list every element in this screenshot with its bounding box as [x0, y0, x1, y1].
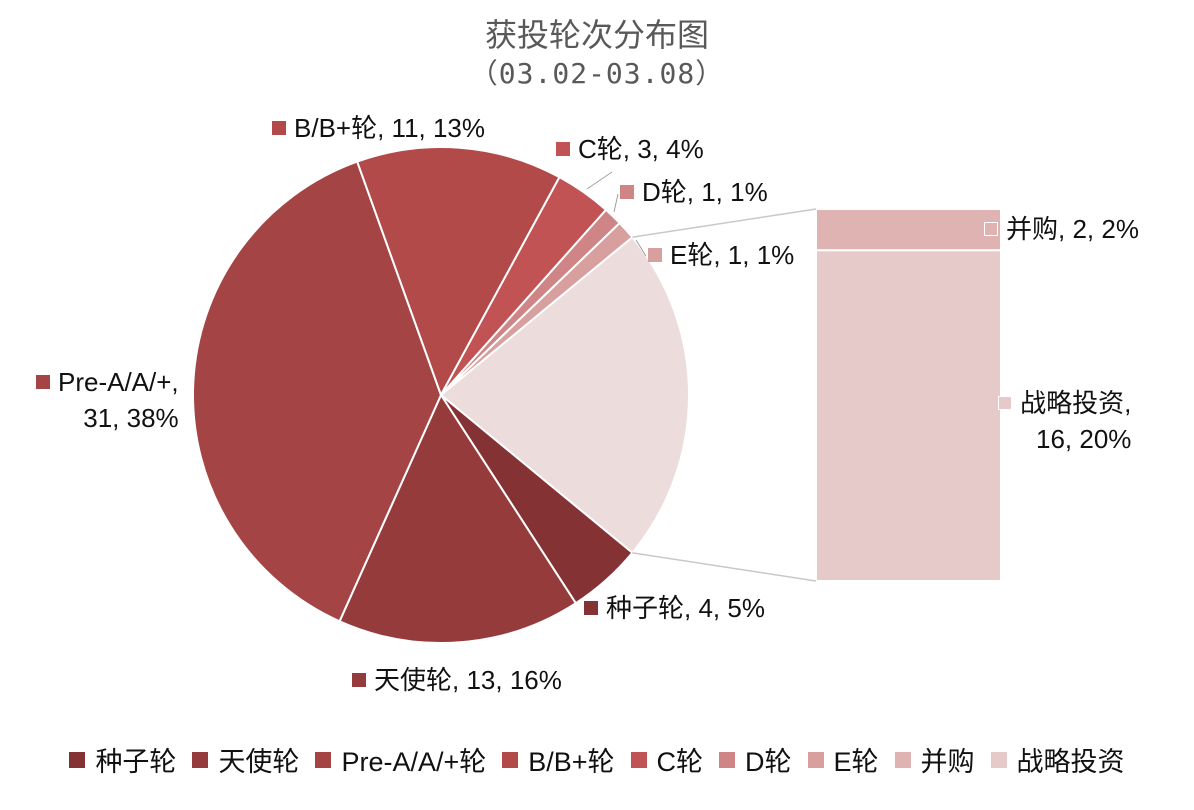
legend: 种子轮 天使轮 Pre-A/A/+轮 B/B+轮 C轮 D轮 E轮 并购 战略投… — [0, 740, 1194, 779]
legend-swatch — [807, 751, 824, 768]
leader-line-d — [613, 193, 619, 213]
label-swatch — [584, 601, 598, 616]
data-label-strategic: 战略投资, 16, 20% — [998, 385, 1131, 457]
data-label-b: B/B+轮, 11, 13% — [272, 110, 485, 146]
legend-swatch — [315, 751, 332, 768]
label-swatch — [352, 673, 366, 688]
data-label-ma: 并购, 2, 2% — [984, 211, 1139, 247]
connector-line-bottom — [632, 552, 817, 582]
data-label-c: C轮, 3, 4% — [556, 131, 704, 167]
label-swatch — [648, 248, 662, 263]
legend-item: 种子轮 — [69, 740, 176, 779]
label-swatch — [272, 121, 286, 136]
data-label-d: D轮, 1, 1% — [620, 174, 768, 210]
slice-b — [355, 146, 561, 398]
legend-swatch — [69, 751, 86, 768]
data-label-angel: 天使轮, 13, 16% — [352, 662, 562, 698]
leader-line-c — [586, 171, 613, 190]
data-label-e: E轮, 1, 1% — [648, 237, 794, 273]
chart-title: 获投轮次分布图 — [484, 17, 709, 53]
legend-item: C轮 — [630, 740, 703, 779]
legend-item: D轮 — [719, 740, 792, 779]
label-swatch — [998, 396, 1013, 411]
bar-segment-strategic — [815, 249, 1002, 582]
legend-swatch — [192, 751, 209, 768]
legend-item: 天使轮 — [192, 740, 299, 779]
label-swatch — [36, 375, 50, 390]
slice-angel — [338, 392, 578, 644]
label-swatch — [620, 185, 634, 200]
slice-prea — [192, 160, 443, 623]
slice-other-combined — [439, 235, 690, 555]
legend-item: B/B+轮 — [502, 740, 615, 779]
legend-swatch — [630, 751, 647, 768]
legend-swatch — [502, 751, 519, 768]
bar-segment-ma — [815, 208, 1002, 252]
data-label-seed: 种子轮, 4, 5% — [584, 590, 765, 626]
label-swatch — [984, 222, 998, 237]
legend-swatch — [990, 751, 1007, 768]
data-label-prea: Pre-A/A/+, 31, 38% — [36, 364, 179, 436]
legend-item: E轮 — [807, 740, 879, 779]
legend-item: 战略投资 — [990, 740, 1125, 779]
label-swatch — [556, 142, 570, 157]
connector-line-top — [632, 208, 817, 238]
legend-item: 并购 — [894, 740, 975, 779]
legend-item: Pre-A/A/+轮 — [315, 740, 486, 779]
legend-swatch — [894, 751, 911, 768]
slice-e — [440, 221, 634, 396]
legend-swatch — [719, 751, 736, 768]
chart-subtitle: （03.02-03.08） — [469, 57, 725, 90]
leader-line-e — [635, 239, 647, 257]
